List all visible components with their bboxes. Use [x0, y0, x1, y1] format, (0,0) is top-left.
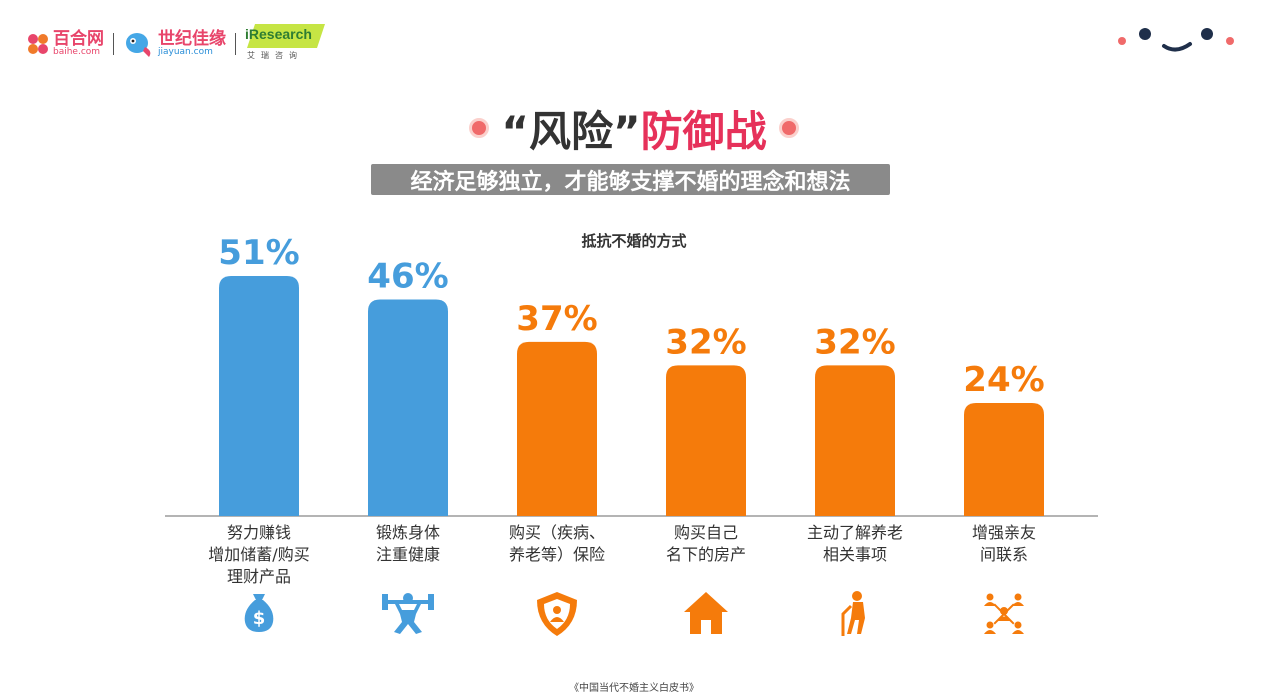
house-body [684, 592, 728, 634]
category-label: 间联系 [980, 545, 1028, 564]
logo-divider [113, 33, 114, 55]
bar-value-label: 24% [963, 360, 1044, 400]
bar [666, 365, 746, 516]
category-label: 注重健康 [376, 545, 440, 564]
bar [219, 276, 299, 516]
network-person-head [1014, 593, 1022, 601]
page-title-quoted: “风险” [501, 106, 641, 156]
elder-cane-icon [841, 591, 865, 636]
bar-value-label: 32% [665, 322, 746, 362]
chart-title: 抵抗不婚的方式 [581, 232, 687, 250]
money-bag-tie [253, 594, 265, 600]
bar [517, 341, 597, 516]
jiayuan-url: jiayuan.com [158, 47, 213, 57]
subtitle-banner: 经济足够独立，才能够支撑不婚的理念和想法 [371, 164, 890, 195]
brand-logos: 百合网 baihe.com 世纪佳缘 jiayuan.com iResearch… [26, 22, 325, 66]
category-label: 相关事项 [823, 545, 887, 564]
elder-cane [841, 604, 853, 636]
network-center-head [1000, 607, 1008, 615]
barbell-plate-right [428, 594, 434, 610]
lifter-head [403, 593, 413, 603]
network-person-body [1012, 630, 1024, 634]
barbell-plate-left [382, 594, 388, 610]
shield-person-body [550, 617, 564, 622]
iresearch-logo[interactable]: iResearch 艾瑞咨询 [245, 24, 325, 64]
baihe-flower-icon [28, 34, 48, 54]
elder-body [847, 602, 865, 634]
network-person-body [1012, 602, 1024, 606]
title-dot-right [778, 118, 799, 138]
elder-head [852, 591, 862, 601]
network-people-icon [984, 593, 1024, 634]
network-person-head [986, 593, 994, 601]
network-person-head [1014, 621, 1022, 629]
iresearch-sub: 艾瑞咨询 [247, 51, 303, 60]
category-label: 养老等）保险 [509, 545, 605, 564]
category-label: 努力赚钱 [227, 523, 291, 542]
category-label: 主动了解养老 [807, 523, 903, 542]
network-person-body [984, 602, 996, 606]
bar-value-label: 32% [814, 322, 895, 362]
lifter-legs [394, 614, 422, 634]
weightlifter-icon [382, 593, 434, 634]
title-dot-left [469, 118, 490, 138]
bar-value-label: 46% [367, 257, 448, 297]
smiley-decoration-icon [1118, 28, 1234, 52]
page-title-highlight: 防御战 [640, 106, 767, 156]
category-label: 增强亲友 [972, 523, 1036, 542]
baihe-url: baihe.com [53, 47, 101, 57]
category-label: 购买自己 [674, 523, 738, 542]
house-door [701, 620, 711, 634]
network-center-body [997, 616, 1011, 621]
category-label: 锻炼身体 [376, 523, 440, 542]
source-footer: 《中国当代不婚主义白皮书》 [569, 683, 699, 694]
money-bag-icon: $ [244, 594, 274, 632]
category-label: 理财产品 [227, 567, 291, 586]
logo-divider [235, 33, 236, 55]
shield-person-icon [537, 592, 577, 636]
lifter-arms [394, 602, 422, 614]
jiayuan-logo[interactable]: 世纪佳缘 jiayuan.com [123, 29, 226, 59]
bar-value-label: 37% [516, 299, 597, 339]
dollar-sign: $ [253, 608, 266, 629]
money-bag-body [244, 600, 274, 632]
baihe-logo[interactable]: 百合网 baihe.com [26, 31, 104, 57]
iresearch-name: iResearch [245, 26, 312, 42]
jiayuan-name: 世纪佳缘 [158, 29, 226, 49]
category-label: 名下的房产 [666, 545, 746, 564]
iresearch-banner-icon [247, 24, 325, 48]
bar [815, 365, 895, 516]
jiayuan-fish-icon [126, 33, 151, 57]
bar [964, 403, 1044, 516]
bar-value-label: 51% [218, 233, 299, 273]
category-label: 增加储蓄/购买 [208, 545, 309, 564]
network-person-head [986, 621, 994, 629]
category-label: 购买（疾病、 [509, 523, 605, 542]
baihe-name: 百合网 [53, 29, 104, 49]
house-icon [684, 592, 728, 634]
shield-person-head [553, 606, 561, 614]
network-person-body [984, 630, 996, 634]
page-title: “风险” 防御战 [0, 96, 1268, 160]
bar [368, 299, 448, 516]
